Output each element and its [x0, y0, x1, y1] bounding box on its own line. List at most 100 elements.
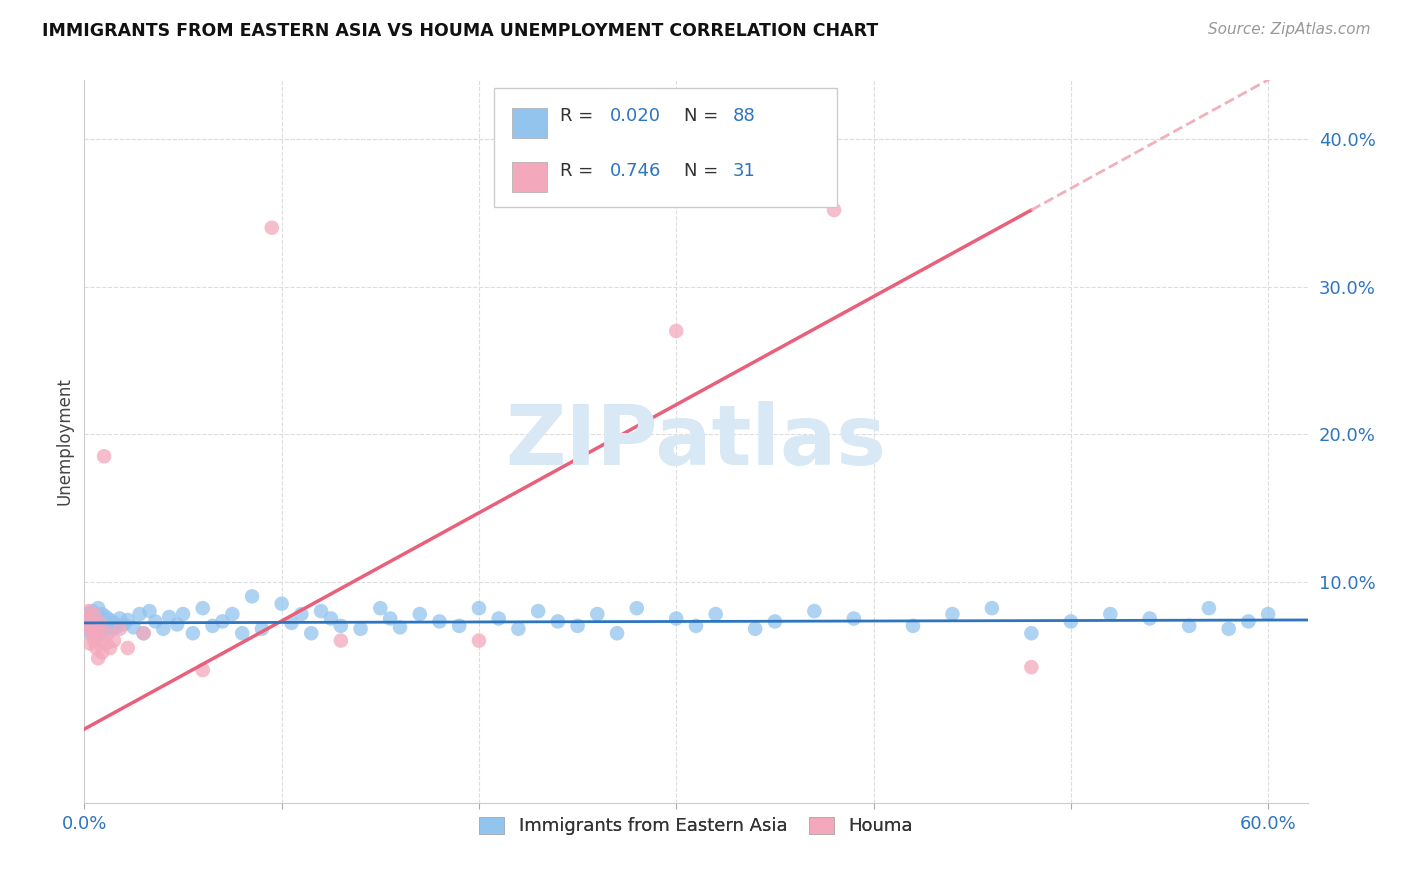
Point — [1198, 601, 1220, 615]
Point — [132, 626, 155, 640]
Bar — [513, 162, 547, 193]
Point — [82, 604, 104, 618]
Point — [108, 622, 131, 636]
Point — [389, 620, 412, 634]
Point — [98, 613, 121, 627]
Point — [567, 619, 589, 633]
Point — [75, 611, 97, 625]
Point — [547, 615, 569, 629]
Point — [94, 622, 117, 636]
Point — [84, 629, 107, 643]
Point — [77, 622, 100, 636]
FancyBboxPatch shape — [494, 87, 837, 207]
Point — [91, 645, 114, 659]
Point — [1257, 607, 1279, 621]
Point — [260, 220, 283, 235]
Point — [280, 615, 302, 630]
Point — [299, 626, 322, 640]
Point — [93, 450, 115, 464]
Point — [87, 622, 110, 636]
Point — [368, 601, 391, 615]
Point — [1099, 607, 1122, 621]
Text: ZIPatlas: ZIPatlas — [506, 401, 886, 482]
Point — [84, 608, 107, 623]
Point — [128, 607, 150, 621]
Point — [83, 607, 105, 621]
Point — [132, 626, 155, 640]
Point — [82, 619, 104, 633]
Point — [685, 619, 707, 633]
Point — [508, 622, 530, 636]
Point — [980, 601, 1002, 615]
Point — [409, 607, 432, 621]
Point — [823, 202, 845, 217]
Point — [240, 590, 263, 604]
Point — [1139, 611, 1161, 625]
Point — [87, 651, 110, 665]
Point — [79, 626, 101, 640]
Point — [152, 622, 174, 636]
Point — [201, 619, 224, 633]
Point — [91, 624, 114, 639]
Point — [1178, 619, 1201, 633]
Point — [104, 620, 127, 634]
Point — [93, 619, 115, 633]
Text: 0.746: 0.746 — [610, 161, 662, 179]
Point — [94, 636, 117, 650]
Point — [211, 615, 233, 629]
Point — [1237, 615, 1260, 629]
Point — [89, 622, 111, 636]
Point — [103, 615, 125, 630]
Point — [172, 607, 194, 621]
Point — [87, 601, 110, 615]
Point — [101, 622, 124, 636]
Point — [87, 617, 110, 632]
Text: R =: R = — [560, 107, 599, 126]
Text: IMMIGRANTS FROM EASTERN ASIA VS HOUMA UNEMPLOYMENT CORRELATION CHART: IMMIGRANTS FROM EASTERN ASIA VS HOUMA UN… — [42, 22, 879, 40]
Point — [77, 622, 100, 636]
Point — [77, 604, 100, 618]
Point — [97, 626, 120, 640]
Point — [83, 624, 105, 639]
Point — [1021, 626, 1043, 640]
Text: 31: 31 — [733, 161, 755, 179]
Point — [665, 611, 688, 625]
Point — [93, 613, 115, 627]
Point — [77, 607, 100, 621]
Point — [763, 615, 786, 629]
Bar — [513, 108, 547, 138]
Point — [84, 629, 107, 643]
Point — [112, 617, 135, 632]
Point — [527, 604, 550, 618]
Point — [1060, 615, 1083, 629]
Point — [89, 615, 111, 630]
Y-axis label: Unemployment: Unemployment — [55, 377, 73, 506]
Point — [117, 613, 139, 627]
Point — [231, 626, 253, 640]
Point — [803, 604, 825, 618]
Point — [221, 607, 243, 621]
Point — [94, 610, 117, 624]
Point — [901, 619, 924, 633]
Text: Source: ZipAtlas.com: Source: ZipAtlas.com — [1208, 22, 1371, 37]
Point — [145, 615, 167, 629]
Point — [75, 615, 97, 630]
Point — [329, 619, 352, 633]
Point — [270, 597, 292, 611]
Point — [97, 617, 120, 632]
Point — [586, 607, 609, 621]
Point — [319, 611, 342, 625]
Point — [138, 604, 160, 618]
Point — [449, 619, 471, 633]
Point — [1021, 660, 1043, 674]
Point — [349, 622, 371, 636]
Text: 88: 88 — [733, 107, 755, 126]
Point — [250, 622, 273, 636]
Text: R =: R = — [560, 161, 599, 179]
Point — [606, 626, 628, 640]
Point — [290, 607, 312, 621]
Point — [79, 615, 101, 630]
Point — [468, 601, 491, 615]
Text: 0.020: 0.020 — [610, 107, 661, 126]
Point — [83, 633, 105, 648]
